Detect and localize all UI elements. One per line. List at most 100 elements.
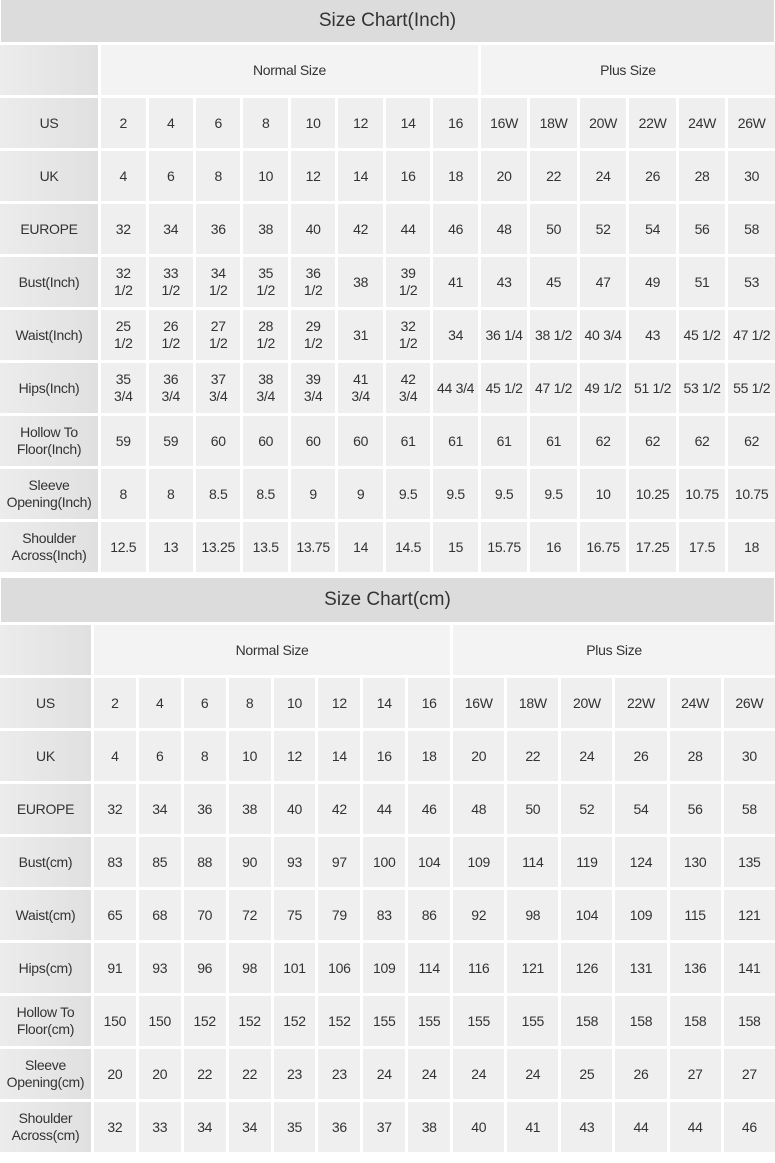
table-cell: 85 — [138, 837, 181, 887]
row-label: Shoulder Across(cm) — [0, 1102, 91, 1152]
table-cell: 24 — [453, 1049, 505, 1099]
table-cell: 43 — [480, 257, 528, 307]
table-cell: 34 — [228, 1102, 271, 1152]
table-cell: 9 — [338, 469, 383, 519]
table-cell: 42 — [338, 204, 383, 254]
table-cell: 83 — [363, 890, 406, 940]
table-cell: 152 — [228, 996, 271, 1046]
table-cell: 40 — [290, 204, 336, 254]
table-cell: 17.5 — [678, 522, 726, 572]
table-row-europe: EUROPE 32 34 36 38 40 42 44 46 48 50 52 54 56 58 — [0, 784, 775, 834]
table-cell: 55 1/2 — [728, 363, 775, 413]
table-cell: 20 — [453, 731, 505, 781]
table-cell: 24 — [561, 731, 613, 781]
table-cell: 10.75 — [678, 469, 726, 519]
table-cell: 88 — [183, 837, 226, 887]
table-cell: 10 — [228, 731, 271, 781]
corner-cell — [0, 625, 91, 675]
row-label: Hips(cm) — [0, 943, 91, 993]
table-cell: 8.5 — [243, 469, 288, 519]
table-cell: 155 — [363, 996, 406, 1046]
table-cell: 10 — [243, 151, 288, 201]
table-cell: 22W — [629, 98, 676, 148]
table-cell: 14.5 — [385, 522, 431, 572]
table-cell: 22W — [615, 678, 667, 728]
table-cell: 22 — [228, 1049, 271, 1099]
table-cell: 49 — [629, 257, 676, 307]
row-label: Hollow To Floor(cm) — [0, 996, 91, 1046]
table-cell: 116 — [453, 943, 505, 993]
table-cell: 60 — [338, 416, 383, 466]
table-cell: 8 — [243, 98, 288, 148]
table-cell: 43 — [629, 310, 676, 360]
table-cell: 10 — [579, 469, 627, 519]
table-cell: 58 — [723, 784, 775, 834]
table-row-hollow-to-floor-inch: Hollow To Floor(Inch) 59 59 60 60 60 60 61 61 61 6… — [0, 416, 775, 466]
table-cell: 101 — [273, 943, 316, 993]
table-cell: 30 — [723, 731, 775, 781]
table-cell: 45 1/2 — [480, 363, 528, 413]
table-cell: 20 — [138, 1049, 181, 1099]
table-cell: 38 — [243, 204, 288, 254]
table-row-waist-cm: Waist(cm) 65 68 70 72 75 79 83 86 92 98 104 109 115 12… — [0, 890, 775, 940]
table-cell: 59 — [101, 416, 146, 466]
table-cell: 20W — [561, 678, 613, 728]
table-cell: 39 1/2 — [385, 257, 431, 307]
row-label: Sleeve Opening(Inch) — [0, 469, 99, 519]
table-row-uk: UK 4 6 8 10 12 14 16 18 20 22 24 26 28 30 — [0, 151, 775, 201]
table-cell: 158 — [615, 996, 667, 1046]
table-cell: 35 — [273, 1102, 316, 1152]
table-cell: 29 1/2 — [290, 310, 336, 360]
table-cell: 40 — [273, 784, 316, 834]
row-label: Waist(Inch) — [0, 310, 99, 360]
table-row-hips-cm: Hips(cm) 91 93 96 98 101 106 109 114 116 121 126 131… — [0, 943, 775, 993]
table-cell: 24 — [363, 1049, 406, 1099]
table-cell: 10.25 — [629, 469, 676, 519]
table-cell: 35 3/4 — [101, 363, 146, 413]
table-cell: 36 — [183, 784, 226, 834]
table-cell: 26 — [629, 151, 676, 201]
table-cell: 38 1/2 — [530, 310, 577, 360]
table-cell: 115 — [669, 890, 721, 940]
table-cell: 155 — [507, 996, 559, 1046]
table-cell: 104 — [408, 837, 451, 887]
table-cell: 109 — [615, 890, 667, 940]
table-cell: 61 — [480, 416, 528, 466]
table-cell: 8 — [195, 151, 241, 201]
table-cell: 24W — [678, 98, 726, 148]
table-cell: 33 — [138, 1102, 181, 1152]
table-cell: 27 — [723, 1049, 775, 1099]
table-cell: 51 — [678, 257, 726, 307]
table-cell: 9.5 — [530, 469, 577, 519]
table-cell: 44 — [669, 1102, 721, 1152]
table-cell: 25 1/2 — [101, 310, 146, 360]
table-cell: 16 — [385, 151, 431, 201]
table-cell: 56 — [678, 204, 726, 254]
table-cell: 152 — [183, 996, 226, 1046]
table-cell: 40 3/4 — [579, 310, 627, 360]
table-cell: 13.5 — [243, 522, 288, 572]
table-cell: 9.5 — [480, 469, 528, 519]
row-label: Sleeve Opening(cm) — [0, 1049, 91, 1099]
table-cell: 33 1/2 — [148, 257, 193, 307]
table-row-hollow-to-floor-cm: Hollow To Floor(cm) 150 150 152 152 152 152 155… — [0, 996, 775, 1046]
table-cell: 131 — [615, 943, 667, 993]
size-chart-cm: Size Chart(cm) Normal Size Plus Size US 2 4 6… — [0, 578, 775, 1155]
group-header-plus-size: Plus Size — [453, 625, 775, 675]
table-cell: 83 — [93, 837, 136, 887]
size-chart-inch-title: Size Chart(Inch) — [1, 0, 774, 42]
group-header-row: Normal Size Plus Size — [0, 45, 775, 95]
table-cell: 141 — [723, 943, 775, 993]
table-cell: 10 — [290, 98, 336, 148]
table-cell: 62 — [678, 416, 726, 466]
table-cell: 14 — [363, 678, 406, 728]
table-cell: 20 — [480, 151, 528, 201]
table-row-sleeve-opening-cm: Sleeve Opening(cm) 20 20 22 22 23 23 24 24 24 24 25… — [0, 1049, 775, 1099]
table-cell: 22 — [530, 151, 577, 201]
table-cell: 38 — [338, 257, 383, 307]
size-table-cm: Normal Size Plus Size US 2 4 6 8 10 12 14 16 16W 18W… — [0, 622, 775, 1155]
table-cell: 114 — [408, 943, 451, 993]
table-cell: 48 — [453, 784, 505, 834]
table-cell: 13 — [148, 522, 193, 572]
table-cell: 45 — [530, 257, 577, 307]
